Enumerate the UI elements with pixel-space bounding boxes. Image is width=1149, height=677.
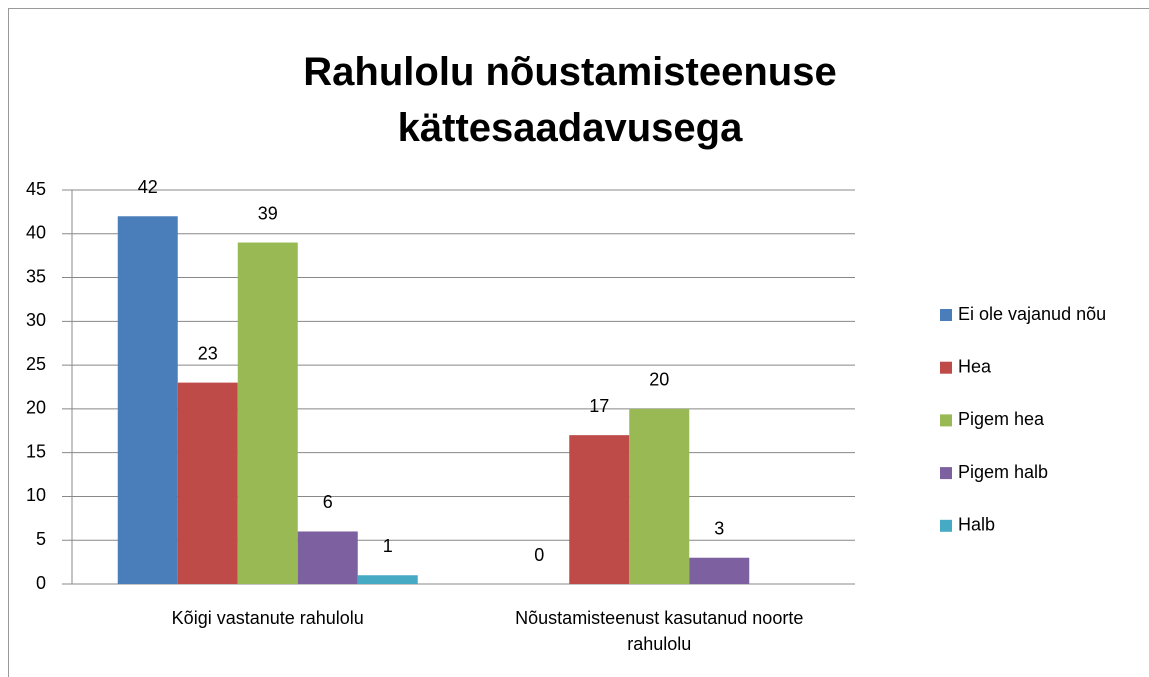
y-tick-label: 40	[26, 223, 46, 243]
legend-swatch	[940, 467, 952, 480]
y-tick-label: 20	[26, 398, 46, 418]
y-tick-label: 0	[36, 573, 46, 593]
bar	[117, 216, 178, 584]
data-label: 3	[714, 518, 724, 538]
legend-label: Ei ole vajanud nõu	[958, 304, 1106, 324]
data-label: 42	[138, 177, 158, 197]
bar	[629, 408, 690, 584]
data-label: 23	[198, 343, 218, 363]
legend-label: Hea	[958, 356, 992, 376]
data-label: 20	[649, 370, 669, 390]
x-tick-label: Nõustamisteenust kasutanud noorte rahulo…	[515, 608, 804, 654]
y-tick-label: 5	[36, 529, 46, 549]
bar	[569, 435, 630, 584]
data-label: 1	[383, 536, 393, 556]
data-label: 17	[589, 396, 609, 416]
y-tick-label: 30	[26, 310, 46, 330]
legend-label: Pigem halb	[958, 462, 1048, 482]
bar	[689, 557, 750, 584]
chart-title: Rahulolu nõustamisteenuse kättesaadavuse…	[303, 50, 837, 150]
x-tick-label: Kõigi vastanute rahulolu	[171, 608, 364, 628]
legend-swatch	[940, 519, 952, 532]
chart-frame	[8, 8, 1149, 677]
y-tick-label: 35	[26, 266, 46, 286]
legend-swatch	[940, 414, 952, 427]
legend-swatch	[940, 361, 952, 374]
legend-label: Halb	[958, 515, 995, 535]
y-tick-label: 15	[26, 441, 46, 461]
bar	[177, 382, 238, 584]
y-tick-label: 45	[26, 179, 46, 199]
data-label: 39	[258, 203, 278, 223]
bar	[297, 531, 358, 584]
data-label: 6	[323, 492, 333, 512]
legend-swatch	[940, 309, 952, 321]
y-tick-label: 10	[26, 485, 46, 505]
legend-label: Pigem hea	[958, 409, 1045, 429]
bar	[357, 575, 418, 584]
data-label: 0	[534, 545, 544, 565]
bar	[237, 242, 298, 585]
y-tick-label: 25	[26, 354, 46, 374]
